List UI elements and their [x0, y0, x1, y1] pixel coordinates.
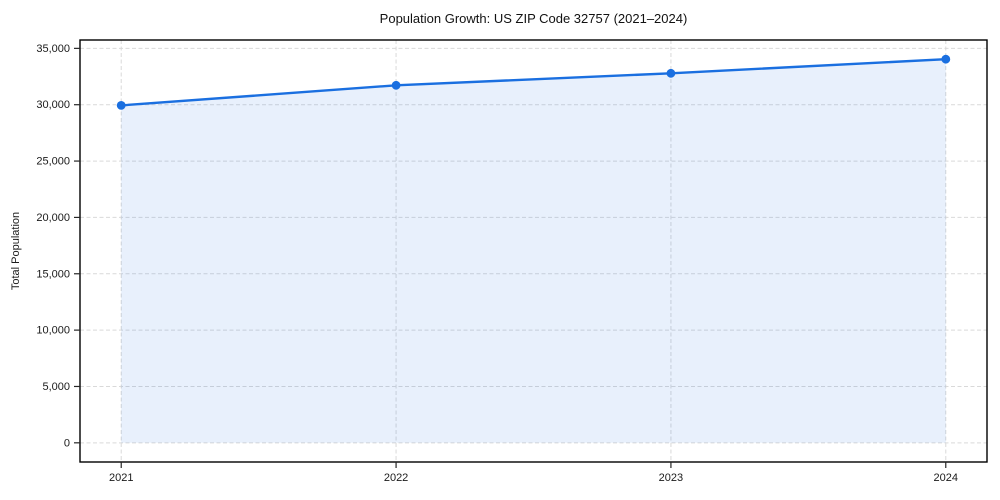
data-point-2023	[666, 68, 676, 78]
axes-frame	[79, 39, 988, 463]
x-tick-label: 2022	[384, 472, 408, 484]
y-tick-label: 5,000	[42, 381, 70, 393]
y-tick-label: 10,000	[36, 325, 70, 337]
x-tick-label: 2024	[934, 472, 958, 484]
chart-title: Population Growth: US ZIP Code 32757 (20…	[379, 11, 688, 26]
y-tick-label: 25,000	[36, 156, 70, 168]
y-tick-label: 15,000	[36, 268, 70, 280]
x-tick-label: 2023	[659, 472, 683, 484]
y-tick-label: 35,000	[36, 43, 70, 55]
y-tick-label: 30,000	[36, 99, 70, 111]
series-area-fill	[121, 59, 946, 443]
data-point-2022	[391, 80, 401, 90]
series-line	[120, 58, 947, 107]
y-tick-label: 0	[64, 437, 70, 449]
data-point-2021	[116, 101, 126, 110]
x-tick-label: 2021	[109, 472, 133, 484]
data-point-2024	[941, 54, 951, 64]
y-tick-label: 20,000	[36, 212, 70, 224]
